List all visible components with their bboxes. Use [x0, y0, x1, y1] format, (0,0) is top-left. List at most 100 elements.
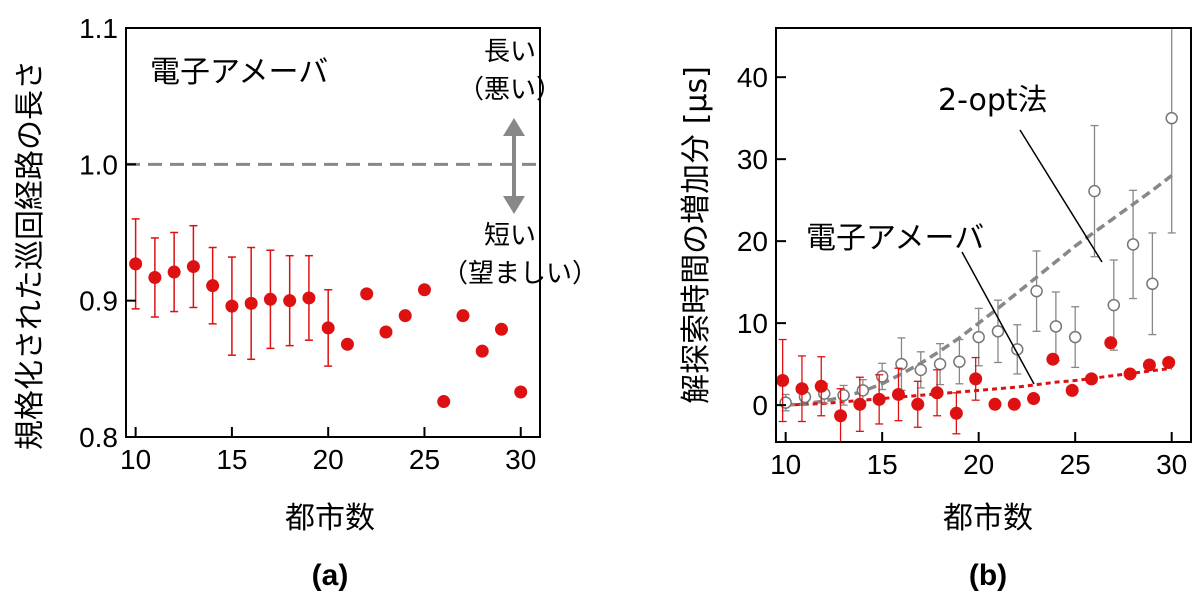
- data-point: [379, 325, 393, 339]
- legend-label-2opt: 2-opt法: [938, 83, 1048, 118]
- data-point: [206, 279, 220, 293]
- data-point-2opt: [953, 355, 966, 368]
- data-point-2opt: [933, 357, 947, 371]
- x-tick-label-b: 30: [1156, 449, 1187, 480]
- data-point: [263, 292, 277, 306]
- data-point-2opt: [1049, 320, 1063, 333]
- y-tick-label-b: 40: [737, 62, 768, 93]
- data-point-2opt: [779, 396, 792, 409]
- data-point: [475, 344, 489, 358]
- data-point-amoeba: [930, 386, 944, 400]
- data-point-2opt: [1107, 298, 1121, 312]
- data-point-2opt: [991, 325, 1005, 338]
- data-point: [417, 283, 431, 297]
- x-tick-label-a: 20: [313, 444, 344, 475]
- y-axis-label-b: 解探索時間の増加分 [μs]: [679, 66, 714, 404]
- data-point-2opt: [914, 363, 928, 377]
- data-point-2opt: [875, 370, 889, 383]
- x-tick-label-b: 15: [867, 449, 898, 480]
- data-point: [129, 257, 143, 271]
- data-point-amoeba: [1142, 358, 1156, 372]
- x-tick-label-b: 20: [963, 449, 994, 480]
- data-point-2opt: [1030, 284, 1043, 298]
- data-point-amoeba: [988, 397, 1002, 411]
- fit-curve: [785, 366, 1172, 407]
- data-point-amoeba: [1027, 392, 1041, 406]
- data-point-amoeba: [949, 406, 963, 420]
- data-point: [186, 260, 200, 274]
- data-point-amoeba: [1162, 355, 1176, 369]
- data-layer-a: [129, 218, 528, 409]
- x-tick-label-a: 25: [409, 444, 440, 475]
- data-point: [437, 395, 451, 409]
- data-point-amoeba: [911, 397, 925, 411]
- legend-label-amoeba: 電子アメーバ: [806, 221, 984, 256]
- annotation-up-line1: 長い: [484, 37, 536, 67]
- data-point-amoeba: [1123, 367, 1137, 381]
- data-point-amoeba: [1084, 372, 1098, 386]
- data-point-2opt: [856, 384, 870, 397]
- x-tick-label-a: 10: [120, 444, 151, 475]
- y-tick-label-a: 0.8: [79, 422, 118, 453]
- x-axis-label-b: 都市数: [943, 501, 1033, 536]
- data-point: [167, 265, 181, 279]
- data-point-2opt: [1068, 330, 1082, 344]
- data-point-amoeba: [776, 374, 790, 388]
- plot-frame-b: [775, 27, 1192, 443]
- data-point-amoeba: [1104, 336, 1118, 350]
- data-point-amoeba: [969, 372, 983, 386]
- data-point: [494, 322, 508, 336]
- data-point: [148, 270, 162, 284]
- y-tick-label-b: 20: [737, 226, 768, 257]
- annotation-down-line2: （望ましい）: [442, 259, 598, 289]
- y-axis-label-a: 規格化された巡回経路の長さ: [13, 60, 48, 450]
- data-point-2opt: [1146, 277, 1159, 291]
- y-tick-label-a: 1.1: [79, 13, 118, 44]
- data-layer-b: [776, 28, 1178, 443]
- data-point: [340, 337, 354, 351]
- double-arrow: [503, 118, 525, 214]
- data-point: [225, 299, 239, 313]
- data-point-amoeba: [1046, 352, 1060, 366]
- data-point: [398, 309, 412, 323]
- data-point: [360, 287, 374, 301]
- annotation-up-line2: （悪い）: [458, 75, 562, 105]
- x-tick-label-a: 15: [216, 444, 247, 475]
- y-tick-label-a: 0.9: [79, 286, 118, 317]
- y-tick-label-b: 0: [752, 390, 768, 421]
- data-point-amoeba: [814, 379, 828, 393]
- x-tick-label-b: 25: [1060, 449, 1091, 480]
- data-point-amoeba: [1065, 383, 1079, 397]
- data-point: [244, 296, 258, 310]
- y-tick-label-a: 1.0: [79, 149, 118, 180]
- leader-line-2opt: [1019, 129, 1103, 263]
- data-point-2opt: [1165, 111, 1178, 125]
- x-tick-label-a: 30: [505, 444, 536, 475]
- ticks-a: 10 15 20 25 30 0.8 0.9 1.0 1.1: [79, 13, 536, 475]
- panel-label-b: (b): [969, 559, 1007, 592]
- data-point-2opt: [1126, 238, 1140, 251]
- x-axis-label-a: 都市数: [285, 501, 375, 536]
- data-point-amoeba: [872, 392, 886, 406]
- y-tick-label-b: 10: [737, 308, 768, 339]
- data-point-amoeba: [795, 382, 809, 396]
- data-point-2opt: [972, 330, 985, 344]
- data-point: [283, 294, 297, 308]
- panel-label-a: (a): [312, 559, 349, 592]
- data-point: [321, 321, 335, 335]
- data-point-amoeba: [834, 409, 848, 423]
- plot-frame-a: [125, 27, 541, 438]
- data-point: [456, 309, 470, 323]
- data-point-2opt: [837, 389, 850, 402]
- x-tick-label-b: 10: [770, 449, 801, 480]
- data-point: [514, 385, 528, 399]
- data-point-amoeba: [1007, 397, 1021, 411]
- data-point-2opt: [895, 357, 908, 371]
- annotation-down-line1: 短い: [484, 221, 536, 251]
- data-point-amoeba: [853, 397, 867, 411]
- annotation-method-a: 電子アメーバ: [150, 55, 328, 90]
- leader-line-amoeba: [961, 251, 1035, 385]
- data-point-2opt: [1088, 184, 1101, 198]
